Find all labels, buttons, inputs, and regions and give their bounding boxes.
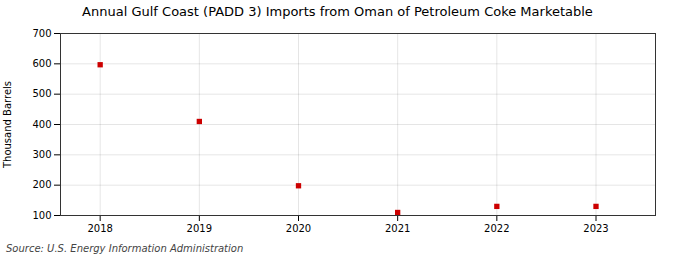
svg-text:2023: 2023 bbox=[583, 223, 608, 234]
svg-text:2021: 2021 bbox=[385, 223, 410, 234]
html-text:Annual Gulf Coast (PADD 3) Imp: Annual Gulf Coast (PADD 3) Imports from … bbox=[82, 4, 593, 19]
svg-text:200: 200 bbox=[32, 179, 51, 190]
svg-text:700: 700 bbox=[32, 28, 51, 39]
svg-text:600: 600 bbox=[32, 58, 51, 69]
svg-text:2018: 2018 bbox=[87, 223, 112, 234]
svg-text:500: 500 bbox=[32, 88, 51, 99]
svg-text:300: 300 bbox=[32, 149, 51, 160]
svg-text:100: 100 bbox=[32, 210, 51, 221]
svg-text:Thousand Barrels: Thousand Barrels bbox=[2, 81, 13, 169]
svg-text:400: 400 bbox=[32, 119, 51, 130]
html-text:Source: U.S. Energy Informatio: Source: U.S. Energy Information Administ… bbox=[6, 243, 244, 254]
svg-text:2022: 2022 bbox=[484, 223, 509, 234]
svg-text:2020: 2020 bbox=[286, 223, 311, 234]
svg-text:2019: 2019 bbox=[187, 223, 212, 234]
